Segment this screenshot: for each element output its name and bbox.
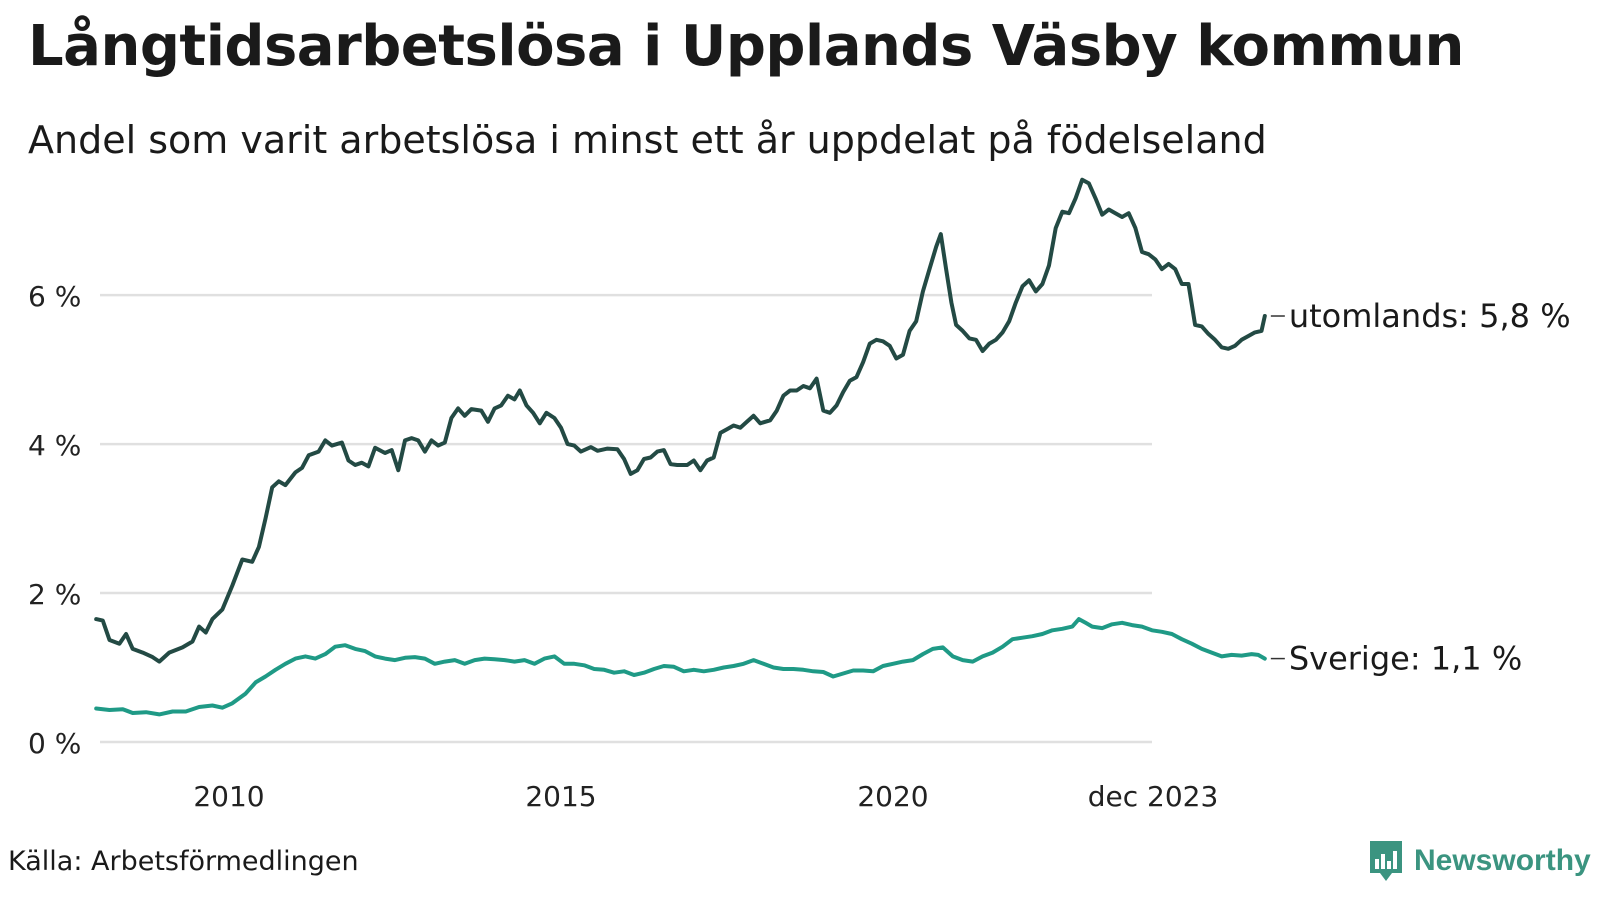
chart-subtitle: Andel som varit arbetslösa i minst ett å…: [28, 118, 1267, 162]
series-line-sverige: [94, 617, 1267, 717]
series-lines: [94, 177, 1267, 717]
y-tick-label: 6 %: [28, 280, 81, 313]
chart-title: Långtidsarbetslösa i Upplands Väsby komm…: [28, 14, 1464, 79]
grid-lines: [100, 293, 1152, 744]
series-end-labels: utomlands: 5,8 % Sverige: 1,1 %: [1270, 297, 1571, 678]
end-label-sverige: Sverige: 1,1 %: [1289, 640, 1522, 678]
end-label-utomlands: utomlands: 5,8 %: [1289, 297, 1571, 335]
x-tick-label: 2010: [193, 780, 264, 813]
x-axis-tick-labels: 2010 2015 2020 dec 2023: [193, 780, 1218, 813]
x-tick-label: 2020: [857, 780, 928, 813]
y-tick-label: 0 %: [28, 727, 81, 760]
newsworthy-logo: Newsworthy: [1368, 836, 1591, 886]
x-tick-label: 2015: [525, 780, 596, 813]
logo-text: Newsworthy: [1414, 844, 1591, 877]
source-note: Källa: Arbetsförmedlingen: [8, 846, 359, 877]
y-axis-tick-labels: 0 % 2 % 4 % 6 %: [28, 280, 81, 760]
series-line-utomlands: [94, 177, 1267, 664]
y-tick-label: 4 %: [28, 429, 81, 462]
newsworthy-logo-icon: [1370, 841, 1402, 881]
y-tick-label: 2 %: [28, 578, 81, 611]
x-tick-label: dec 2023: [1088, 780, 1219, 813]
